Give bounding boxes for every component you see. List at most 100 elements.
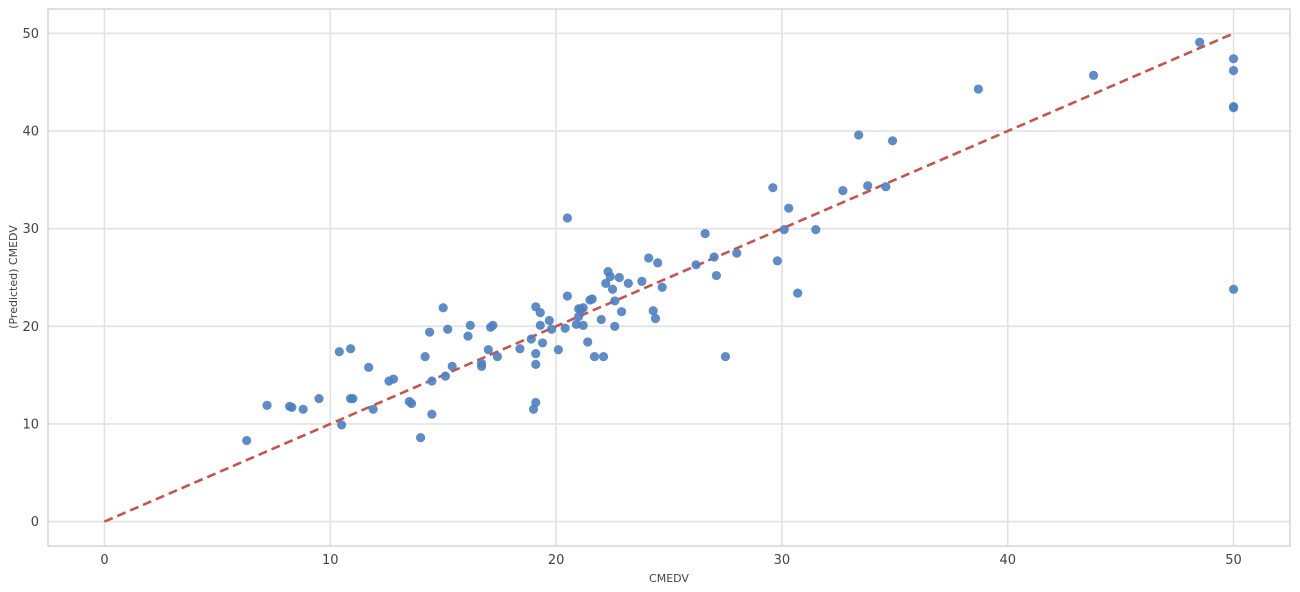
data-point xyxy=(443,324,453,334)
y-tick-label: 20 xyxy=(22,320,39,335)
data-point xyxy=(483,345,493,355)
data-point xyxy=(732,248,742,258)
data-point xyxy=(720,351,731,362)
x-tick-label: 40 xyxy=(999,553,1016,568)
data-point xyxy=(440,371,451,381)
y-tick-label: 40 xyxy=(22,125,39,140)
data-point xyxy=(772,256,782,266)
data-point xyxy=(601,278,611,288)
data-point xyxy=(262,400,272,411)
data-point xyxy=(578,320,588,330)
data-point xyxy=(637,276,647,287)
data-point xyxy=(364,362,374,372)
y-axis-label: (Predicted) CMEDV xyxy=(7,225,20,329)
x-tick-label: 10 xyxy=(322,553,339,568)
data-point xyxy=(553,345,563,355)
data-point xyxy=(562,291,572,301)
data-point xyxy=(336,420,347,430)
data-point xyxy=(607,284,618,294)
data-point xyxy=(348,393,358,404)
y-tick-label: 10 xyxy=(22,417,39,432)
data-point xyxy=(610,296,620,306)
data-point xyxy=(605,271,615,282)
data-point xyxy=(793,288,803,298)
data-point xyxy=(709,252,719,262)
data-point xyxy=(368,404,378,414)
data-point xyxy=(492,351,502,362)
data-point xyxy=(1228,103,1239,113)
data-point xyxy=(427,376,437,386)
data-point xyxy=(531,397,541,408)
data-point xyxy=(334,347,344,357)
data-point xyxy=(515,344,525,354)
data-point xyxy=(616,307,627,317)
y-axis-ticks: 0 10 20 30 40 50 xyxy=(22,27,39,530)
data-point xyxy=(657,282,667,292)
data-point xyxy=(1195,37,1205,47)
data-point xyxy=(779,225,789,235)
data-point xyxy=(488,320,498,330)
data-point xyxy=(598,351,609,362)
data-point xyxy=(345,344,356,354)
data-point xyxy=(811,225,821,235)
data-point xyxy=(578,303,588,313)
data-point xyxy=(887,136,898,146)
data-point xyxy=(1228,54,1239,64)
data-point xyxy=(644,253,654,263)
data-point xyxy=(571,319,582,329)
data-point xyxy=(881,182,891,192)
data-point xyxy=(562,213,572,223)
x-tick-label: 0 xyxy=(100,553,108,568)
x-axis-label: CMEDV xyxy=(649,572,689,585)
data-point xyxy=(648,306,658,316)
data-point xyxy=(287,402,297,412)
data-point xyxy=(614,272,624,283)
data-point xyxy=(583,337,593,347)
data-point xyxy=(526,334,536,344)
data-point xyxy=(863,181,873,191)
data-point xyxy=(476,361,487,371)
x-axis-ticks: 0 10 20 30 40 50 xyxy=(100,553,1242,568)
data-point xyxy=(420,351,430,362)
data-point xyxy=(610,321,620,331)
plot-frame xyxy=(47,8,1291,547)
data-point xyxy=(438,303,448,313)
x-tick-label: 50 xyxy=(1225,553,1242,568)
data-point xyxy=(587,294,597,304)
y-tick-label: 30 xyxy=(22,222,39,237)
data-point xyxy=(768,183,778,193)
data-point xyxy=(1088,70,1099,80)
data-point xyxy=(425,327,435,337)
data-point xyxy=(463,331,473,341)
data-point xyxy=(544,315,554,326)
data-point xyxy=(700,228,710,239)
data-point xyxy=(1228,284,1239,294)
data-point xyxy=(589,351,600,362)
data-point xyxy=(465,320,475,330)
reference-line xyxy=(103,32,1235,523)
data-point xyxy=(447,361,457,371)
data-point xyxy=(416,433,426,443)
data-point xyxy=(537,338,548,348)
data-point xyxy=(1228,65,1239,76)
x-tick-label: 30 xyxy=(774,553,791,568)
data-point xyxy=(596,314,606,325)
data-point xyxy=(242,435,252,446)
data-point xyxy=(653,258,663,268)
data-point xyxy=(314,393,324,404)
data-point xyxy=(691,260,701,270)
data-point xyxy=(973,84,983,94)
gridlines xyxy=(48,9,1290,546)
reference-line-layer xyxy=(103,32,1235,523)
y-tick-label: 0 xyxy=(31,515,39,530)
data-point xyxy=(838,186,848,196)
data-point xyxy=(531,349,541,359)
data-point xyxy=(546,324,557,334)
data-point xyxy=(623,278,633,288)
data-point xyxy=(531,359,541,369)
data-point xyxy=(650,313,661,324)
data-point xyxy=(427,409,437,419)
data-point xyxy=(560,323,570,333)
data-point xyxy=(298,404,308,414)
